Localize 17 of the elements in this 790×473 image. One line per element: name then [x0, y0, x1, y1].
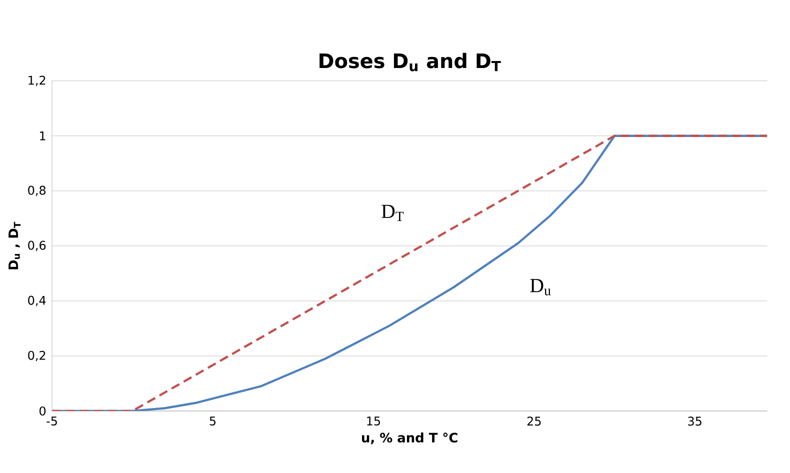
- annotation: D$_{u}$: [530, 279, 551, 296]
- annotation: D$_{T}$: [382, 204, 404, 221]
- x-tick-label: 35: [688, 416, 702, 426]
- chart-title: Doses D$_{u}$ and D$_{T}$: [320, 52, 501, 72]
- y-axis-title: D$_{u}$ , D$_{T}$: [8, 222, 20, 270]
- y-tick-label: 0,4: [28, 296, 46, 306]
- x-tick-label: 25: [527, 416, 541, 426]
- x-tick-label: 5: [210, 416, 216, 426]
- y-tick-label: 1: [40, 131, 46, 140]
- x-tick-label: 15: [367, 416, 380, 426]
- x-axis-title: u, % and T °C: [362, 432, 458, 444]
- x-tick-label: -5: [46, 416, 57, 426]
- y-tick-label: 0,2: [28, 350, 46, 362]
- y-tick-label: 0,6: [28, 240, 46, 252]
- y-tick-label: 0: [40, 406, 46, 416]
- y-tick-label: 0,8: [28, 186, 46, 196]
- y-tick-label: 1,2: [28, 76, 46, 86]
